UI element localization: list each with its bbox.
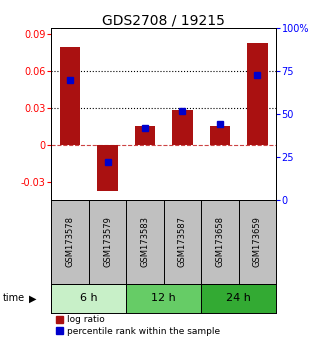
Bar	[210, 126, 230, 145]
Bar	[172, 110, 193, 145]
Bar	[60, 47, 80, 145]
Bar	[247, 43, 268, 145]
Bar	[201, 284, 276, 313]
Bar	[126, 284, 201, 313]
Text: GSM173583: GSM173583	[141, 217, 150, 268]
Text: 24 h: 24 h	[226, 293, 251, 303]
Text: GSM173659: GSM173659	[253, 217, 262, 267]
Bar	[51, 284, 126, 313]
Text: GSM173587: GSM173587	[178, 217, 187, 268]
Bar	[97, 145, 118, 192]
Text: ▶: ▶	[29, 293, 36, 303]
Text: GSM173658: GSM173658	[215, 217, 224, 268]
Title: GDS2708 / 19215: GDS2708 / 19215	[102, 13, 225, 27]
Text: 6 h: 6 h	[80, 293, 98, 303]
Text: GSM173579: GSM173579	[103, 217, 112, 267]
Bar	[135, 126, 155, 145]
Text: 12 h: 12 h	[151, 293, 176, 303]
Legend: log ratio, percentile rank within the sample: log ratio, percentile rank within the sa…	[56, 315, 220, 336]
Text: GSM173578: GSM173578	[65, 217, 74, 268]
Text: time: time	[3, 293, 25, 303]
